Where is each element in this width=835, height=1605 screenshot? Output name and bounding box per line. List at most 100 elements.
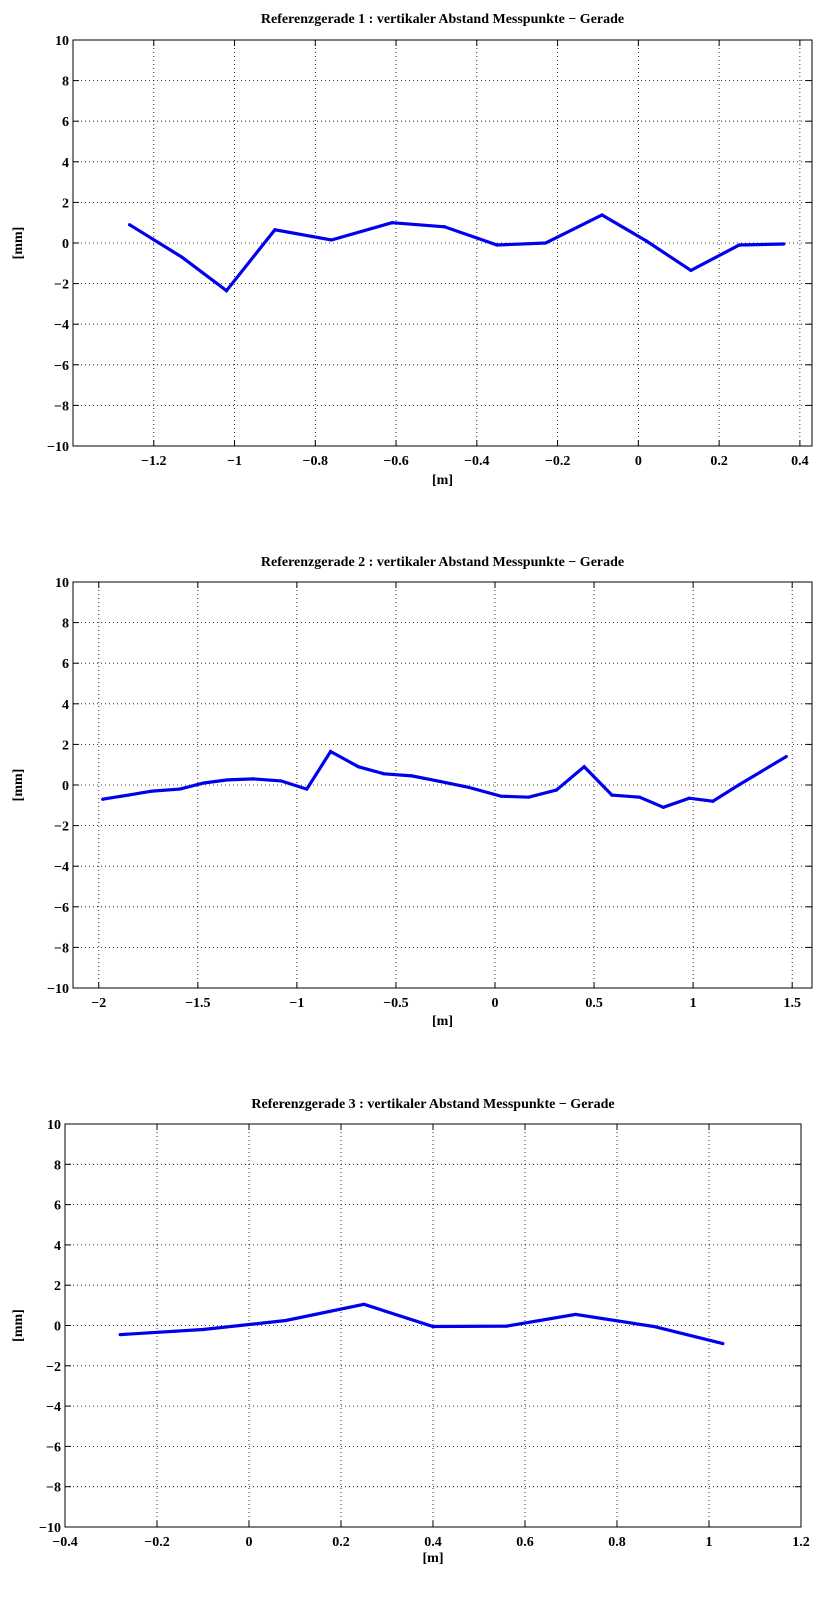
- data-point: [431, 1324, 435, 1329]
- x-tick-label: 0: [246, 1535, 253, 1550]
- x-tick-label: −0.2: [144, 1535, 169, 1550]
- x-tick-label: −0.2: [545, 454, 570, 469]
- data-point: [499, 794, 503, 798]
- y-tick-label: 2: [54, 1279, 61, 1294]
- chart-title: Referenzgerade 3 : vertikaler Abstand Me…: [251, 1097, 614, 1112]
- data-point: [150, 789, 154, 793]
- chart-title: Referenzgerade 1 : vertikaler Abstand Me…: [261, 12, 624, 27]
- data-point: [737, 783, 741, 787]
- data-point: [784, 754, 788, 759]
- data-point: [574, 1312, 578, 1317]
- data-point: [279, 779, 283, 783]
- data-point: [101, 797, 105, 801]
- y-tick-label: 6: [62, 115, 69, 130]
- y-tick-label: −2: [54, 820, 69, 835]
- data-point: [737, 243, 741, 247]
- y-axis-label: [mm]: [11, 1309, 26, 1342]
- y-tick-label: 4: [54, 1239, 61, 1254]
- axes-box: [72, 581, 813, 989]
- data-point: [505, 1324, 509, 1328]
- x-tick-label: −1: [289, 996, 304, 1011]
- y-tick-label: 10: [55, 576, 69, 591]
- y-axis-label: [mm]: [11, 769, 26, 802]
- chart-panel-2: −2 −1.5 −1 −0.5 0 0.5 1 1.5 −10 −8 −6 −4 −2 0 2 4 6 8 10 Re…: [11, 555, 813, 1029]
- data-point: [251, 777, 255, 781]
- data-point: [225, 778, 230, 782]
- data-point: [782, 242, 786, 246]
- data-point: [328, 749, 333, 754]
- x-tick-label: −0.6: [383, 454, 408, 469]
- data-point: [390, 221, 394, 225]
- data-point: [284, 1318, 288, 1323]
- x-tick-label: 1.5: [783, 996, 801, 1011]
- x-tick-label: 0.6: [516, 1535, 534, 1550]
- y-tick-label: −10: [47, 440, 69, 455]
- y-tick-label: 8: [62, 617, 69, 632]
- x-tick-label: 1: [706, 1535, 713, 1550]
- y-tick-label: 4: [62, 156, 69, 171]
- y-tick-label: −8: [46, 1481, 61, 1496]
- chart-panel-3: −0.4 −0.2 0 0.2 0.4 0.6 0.8 1 1.2 −10 −8 −6 −4 −2 0 2 4 6…: [11, 1097, 810, 1566]
- x-tick-label: 0.4: [791, 454, 809, 469]
- y-tick-label: −2: [54, 278, 69, 293]
- x-tick-label: 1: [690, 996, 697, 1011]
- y-tick-label: −6: [54, 901, 69, 916]
- y-tick-label: −4: [54, 318, 69, 333]
- data-point: [178, 787, 182, 791]
- data-point: [638, 795, 642, 799]
- y-tick-label: −4: [46, 1400, 61, 1415]
- y-tick-label: 6: [62, 657, 69, 672]
- data-point: [689, 268, 693, 273]
- data-point: [202, 781, 206, 785]
- x-tick-label: 0.4: [424, 1535, 442, 1550]
- x-axis-label: [m]: [432, 1014, 453, 1029]
- y-tick-label: −8: [54, 941, 69, 956]
- data-point: [273, 228, 277, 232]
- series-line: [102, 749, 788, 810]
- y-tick-label: 0: [54, 1320, 61, 1335]
- x-axis-label: [m]: [423, 1551, 444, 1566]
- y-tick-label: −4: [54, 860, 69, 875]
- y-tick-label: 4: [62, 698, 69, 713]
- plot-area: [73, 40, 812, 446]
- y-tick-label: −10: [47, 982, 69, 997]
- x-tick-label: −0.4: [464, 454, 489, 469]
- y-axis-label: [mm]: [11, 227, 26, 260]
- data-point: [600, 213, 604, 217]
- x-tick-label: 0: [635, 454, 642, 469]
- data-point: [687, 796, 691, 800]
- x-tick-label: 0.5: [585, 996, 603, 1011]
- data-point: [644, 239, 649, 243]
- data-point: [126, 793, 131, 797]
- y-tick-label: 0: [62, 237, 69, 252]
- data-point: [610, 793, 614, 797]
- y-tick-label: −10: [39, 1521, 61, 1536]
- data-point: [127, 223, 132, 227]
- data-point: [554, 788, 559, 792]
- data-point: [201, 1327, 205, 1332]
- x-tick-label: 0.2: [710, 454, 728, 469]
- data-point: [305, 787, 309, 791]
- x-tick-label: −0.4: [52, 1535, 77, 1550]
- x-tick-label: 0.2: [332, 1535, 350, 1550]
- data-point: [410, 774, 414, 778]
- x-tick-label: −2: [91, 996, 106, 1011]
- data-point: [224, 289, 229, 293]
- y-tick-label: −6: [54, 359, 69, 374]
- y-tick-label: 10: [47, 1118, 61, 1133]
- data-point: [543, 241, 548, 245]
- x-tick-label: −1: [227, 454, 242, 469]
- y-tick-label: 6: [54, 1199, 61, 1214]
- data-point: [721, 1342, 725, 1346]
- data-point: [180, 255, 184, 259]
- axes-box: [64, 1123, 802, 1528]
- data-point: [465, 785, 469, 789]
- y-tick-label: 0: [62, 779, 69, 794]
- y-tick-label: 10: [55, 34, 69, 49]
- y-tick-label: −8: [54, 399, 69, 414]
- y-tick-label: 8: [62, 75, 69, 90]
- x-tick-label: 0: [492, 996, 499, 1011]
- data-point: [582, 765, 586, 769]
- y-tick-label: −6: [46, 1440, 61, 1455]
- chart-title: Referenzgerade 2 : vertikaler Abstand Me…: [261, 555, 624, 570]
